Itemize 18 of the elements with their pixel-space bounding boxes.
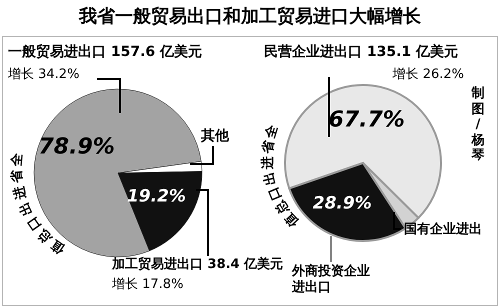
- text: 增长 34.2%: [8, 67, 80, 83]
- text: 增长 17.8%: [112, 277, 184, 293]
- text: 增长 26.2%: [392, 67, 464, 83]
- text: 38.4 亿美元: [208, 257, 284, 272]
- text: 制图/杨琴: [470, 86, 486, 164]
- slice-label: 其他: [201, 128, 229, 145]
- chart-title: 我省一般贸易出口和加工贸易进口大幅增长: [78, 6, 422, 28]
- slice-label: 外商投资企业进出口: [292, 264, 371, 296]
- data-label: 67.7%: [328, 107, 405, 132]
- text: 135.1 亿美元: [366, 44, 458, 60]
- data-label: 19.2%: [126, 186, 186, 207]
- slice-label: 民营企业进出口: [264, 44, 362, 60]
- slice-label: 国有企业进出: [404, 222, 482, 238]
- arc-caption: 全省进出口总值: [260, 123, 302, 230]
- slice-label: 一般贸易进出口: [8, 44, 106, 60]
- slice-label: 加工贸易进出口: [112, 257, 203, 272]
- text: 157.6 亿美元: [110, 44, 202, 60]
- data-label: 28.9%: [312, 194, 372, 214]
